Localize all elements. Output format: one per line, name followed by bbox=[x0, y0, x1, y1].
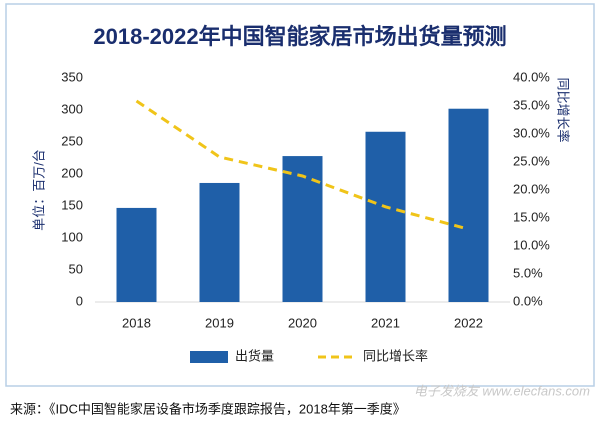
x-tick-label: 2022 bbox=[454, 315, 483, 330]
y2-tick-label: 25.0% bbox=[513, 153, 550, 168]
bar bbox=[116, 207, 157, 302]
y2-tick-label: 15.0% bbox=[513, 209, 550, 224]
y-tick-label: 50 bbox=[69, 261, 83, 276]
y2-tick-label: 0.0% bbox=[513, 293, 543, 308]
y2-tick-label: 35.0% bbox=[513, 97, 550, 112]
x-tick-label: 2020 bbox=[288, 315, 317, 330]
y2-tick-label: 30.0% bbox=[513, 125, 550, 140]
y-tick-label: 100 bbox=[61, 229, 83, 244]
line-series bbox=[135, 99, 469, 231]
legend-label: 同比增长率 bbox=[363, 348, 428, 363]
bar bbox=[282, 156, 323, 302]
y2-tick-label: 40.0% bbox=[513, 69, 550, 84]
y-tick-label: 250 bbox=[61, 133, 83, 148]
bar bbox=[448, 108, 489, 302]
watermark: 电子发烧友 www.elecfans.com bbox=[414, 383, 590, 398]
legend-label: 出货量 bbox=[235, 348, 274, 363]
y2-tick-label: 5.0% bbox=[513, 265, 543, 280]
y-tick-label: 200 bbox=[61, 165, 83, 180]
y2-axis-title: 同比增长率 bbox=[556, 77, 571, 142]
y-tick-label: 150 bbox=[61, 197, 83, 212]
chart-title: 2018-2022年中国智能家居市场出货量预测 bbox=[93, 24, 506, 49]
bar bbox=[199, 182, 240, 302]
bar bbox=[365, 131, 406, 302]
x-tick-label: 2021 bbox=[371, 315, 400, 330]
legend-swatch bbox=[190, 351, 228, 363]
y2-tick-label: 10.0% bbox=[513, 237, 550, 252]
y-tick-label: 350 bbox=[61, 69, 83, 84]
x-tick-label: 2019 bbox=[205, 315, 234, 330]
y-axis-title: 单位：百万/台 bbox=[31, 149, 46, 231]
y2-tick-label: 20.0% bbox=[513, 181, 550, 196]
y-tick-label: 300 bbox=[61, 101, 83, 116]
source-note: 来源：《IDC中国智能家居设备市场季度跟踪报告，2018年第一季度》 bbox=[10, 401, 406, 416]
y-tick-label: 0 bbox=[76, 293, 83, 308]
chart-frame bbox=[5, 3, 595, 387]
x-tick-label: 2018 bbox=[122, 315, 151, 330]
